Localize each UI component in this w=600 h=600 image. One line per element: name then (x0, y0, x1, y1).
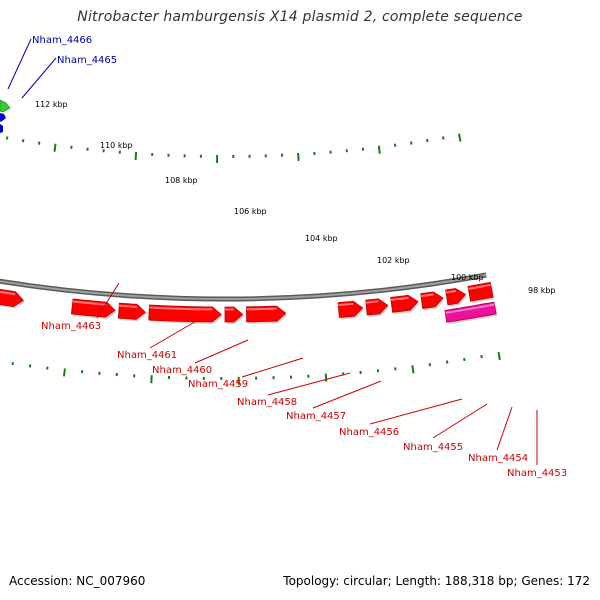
gene-block-nham-4457-highlight (246, 307, 277, 311)
gene-block-nham-4461 (70, 298, 116, 318)
gene-label: Nham_4453 (507, 468, 567, 479)
minor-tick (442, 136, 445, 140)
leader-line (7, 38, 32, 90)
inner-minor-tick (445, 360, 449, 364)
inner-major-tick (324, 373, 328, 382)
inner-minor-tick (480, 354, 483, 359)
scale-tick-label: 112 kbp (35, 100, 68, 109)
gene-block-nham-4453 (420, 291, 444, 309)
gene-block-nham-4455 (365, 298, 389, 316)
gene-block-nham-4454 (390, 294, 419, 313)
scale-tick-labels: 112 kbp 110 kbp 108 kbp 106 kbp 104 kbp 102 k… (35, 100, 556, 295)
gene-label: Nham_4466 (32, 35, 92, 46)
gene-block-nham-4466 (0, 99, 11, 113)
inner-tick-ring (11, 351, 501, 385)
major-tick (297, 152, 300, 161)
gene-block-nham-4459-highlight (149, 306, 213, 311)
inner-major-tick (63, 368, 66, 377)
inner-major-tick (411, 365, 415, 374)
gene-block-nham-4465-a (0, 113, 6, 122)
gene-block-nham-4454-highlight (390, 296, 409, 301)
gene-block-nham-4457 (245, 305, 287, 323)
scale-tick-label: 110 kbp (100, 141, 133, 150)
scale-tick-label: 106 kbp (234, 207, 267, 216)
backbone-arc-shadow (0, 272, 487, 302)
scale-tick-label: 100 kbp (451, 273, 484, 282)
major-tick (377, 145, 381, 154)
inner-minor-tick (463, 357, 466, 362)
minor-tick (426, 138, 429, 143)
gene-label: Nham_4454 (468, 453, 528, 464)
backbone-ring (0, 272, 487, 302)
scale-tick-label: 102 kbp (377, 256, 410, 265)
gene-block-nham-4460-highlight (119, 304, 137, 308)
scale-tick-label: 98 kbp (528, 286, 556, 295)
leader-line (267, 372, 351, 396)
gene-block-nham-4462-highlight (0, 290, 16, 296)
leader-line (241, 357, 304, 378)
leader-line (432, 403, 488, 439)
accession-text: Accession: NC_007960 (9, 574, 146, 588)
gene-label: Nham_4460 (152, 365, 212, 376)
gene-block-nham-4461-highlight (72, 300, 107, 306)
gene-label: Nham_4459 (188, 379, 248, 390)
leader-line (21, 57, 57, 99)
leader-line (312, 380, 382, 409)
gene-block-nham-4456-highlight (338, 302, 354, 306)
gene-block-nham-4465-b (0, 124, 3, 133)
gene-block-nham-4456 (337, 300, 364, 318)
gene-block-nham-4452 (445, 288, 467, 306)
major-tick (458, 133, 462, 142)
gene-label: Nham_4457 (286, 411, 346, 422)
gene-block-nham-4459 (148, 304, 222, 323)
gene-name-labels: Nham_4466 Nham_4465 Nham_4463 Nham_4461 Nham… (32, 35, 567, 479)
gene-features (0, 99, 498, 325)
minor-tick (5, 136, 9, 140)
gene-block-nham-4452-highlight (445, 289, 457, 294)
gene-label: Nham_4456 (339, 427, 399, 438)
gene-label: Nham_4463 (41, 321, 101, 332)
gene-label: Nham_4461 (117, 350, 177, 361)
map-title: Nitrobacter hamburgensis X14 plasmid 2, … (77, 9, 523, 25)
label-leader-lines (7, 38, 538, 465)
gene-block-nham-4458 (224, 306, 244, 323)
leader-line (369, 398, 463, 425)
leader-line (96, 282, 120, 319)
major-tick (53, 143, 57, 152)
leader-line (194, 339, 249, 364)
gene-block-nham-4460 (117, 302, 146, 320)
gene-block-nham-4451-highlight (468, 283, 491, 290)
leader-line (496, 406, 513, 451)
scale-tick-label: 108 kbp (165, 176, 198, 185)
outer-tick-ring (5, 133, 462, 163)
gene-label: Nham_4458 (237, 397, 297, 408)
backbone-arc (0, 274, 487, 300)
gene-block-nham-4453-highlight (420, 293, 434, 298)
leader-line (149, 319, 199, 349)
gene-label: Nham_4465 (57, 55, 117, 66)
inner-major-tick (497, 351, 501, 361)
gene-block-magenta-highlight (445, 303, 495, 314)
gene-label: Nham_4455 (403, 442, 463, 453)
scale-tick-label: 104 kbp (305, 234, 338, 243)
gene-block-magenta (444, 301, 497, 323)
topology-summary-text: Topology: circular; Length: 188,318 bp; … (283, 574, 590, 588)
gene-block-nham-4462 (0, 288, 24, 308)
major-tick (134, 151, 138, 160)
gene-block-nham-4455-highlight (365, 300, 379, 304)
gene-block-nham-4451 (467, 281, 494, 302)
